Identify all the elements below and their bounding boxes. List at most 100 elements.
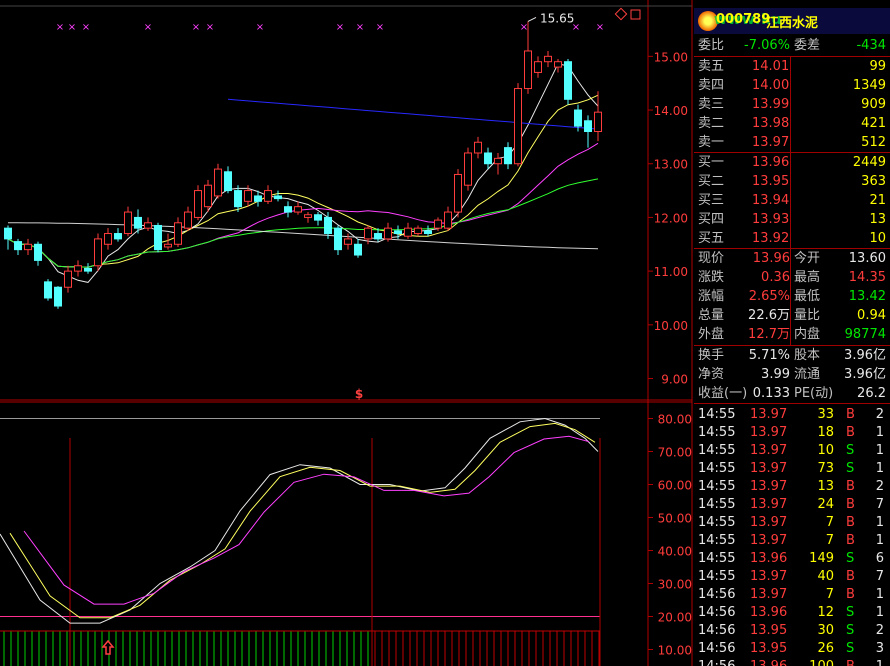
stat-label: 量比	[794, 308, 821, 323]
candle-body	[494, 157, 502, 165]
finance-row[interactable]: 换手 5.71% 股本 3.96亿	[694, 346, 890, 365]
stat-label: 现价	[698, 251, 725, 266]
candle-body	[344, 238, 352, 245]
price-tick-label: 14.00	[654, 104, 688, 118]
j-line	[23, 435, 590, 605]
tick-row[interactable]: 14:55 13.97 13 B 2	[694, 478, 884, 496]
tick-direction: B	[846, 533, 855, 548]
tick-time: 14:55	[698, 515, 736, 530]
tick-direction: B	[846, 587, 855, 602]
candle-body	[544, 55, 552, 63]
tick-row[interactable]: 14:55 13.97 10 S 1	[694, 442, 884, 460]
tick-row[interactable]: 14:56 13.95 30 S 2	[694, 622, 884, 640]
tick-count: 1	[875, 533, 884, 548]
candle-body	[334, 227, 342, 251]
candle-body	[524, 50, 532, 90]
candle-body	[394, 230, 402, 235]
finance-label: 流通	[794, 367, 821, 382]
tick-count: 2	[875, 623, 884, 638]
bid-row[interactable]: 买四 13.93 13	[694, 210, 890, 229]
tick-row[interactable]: 14:55 13.97 18 B 1	[694, 424, 884, 442]
ask-price: 13.98	[752, 116, 790, 131]
d-line	[9, 422, 596, 619]
candle-body	[574, 109, 582, 127]
ask-row[interactable]: 卖五 14.01 99	[694, 57, 890, 76]
ask-row[interactable]: 卖三 13.99 909	[694, 95, 890, 114]
ask-row[interactable]: 卖二 13.98 421	[694, 114, 890, 133]
stat-row[interactable]: 涨幅 2.65% 最低 13.42	[694, 287, 890, 306]
tick-row[interactable]: 14:55 13.97 33 B 2	[694, 406, 884, 424]
stat-row[interactable]: 外盘 12.7万 内盘 98774	[694, 325, 890, 344]
tick-row[interactable]: 14:55 13.97 7 B 1	[694, 532, 884, 550]
tick-volume: 18	[817, 425, 834, 440]
bid-row[interactable]: 买三 13.94 21	[694, 191, 890, 210]
candle-body	[564, 61, 572, 100]
stat-row[interactable]: 涨跌 0.36 最高 14.35	[694, 268, 890, 287]
bid-volume: 10	[869, 231, 886, 246]
tick-count: 7	[875, 497, 884, 512]
candle-body	[164, 243, 172, 248]
tick-count: 3	[875, 641, 884, 656]
wb-value: -7.06%	[744, 38, 790, 53]
chart-area[interactable]: × × × × × × × × × × × × ×15.65$ 15.0014.0013.0012.00…	[0, 0, 694, 666]
candle-body	[4, 227, 12, 240]
signal-cross-icon: ×	[144, 22, 152, 33]
ask-row[interactable]: 卖一 13.97 512	[694, 133, 890, 152]
price-tick-label: 13.00	[654, 158, 688, 172]
bid-row[interactable]: 买五 13.92 10	[694, 229, 890, 248]
stock-name[interactable]: 江西水泥	[766, 16, 819, 31]
candle-body	[454, 173, 462, 213]
signal-cross-icon: ×	[68, 22, 76, 33]
finance-value: 3.99	[761, 367, 790, 382]
high-pointer	[527, 16, 537, 22]
candle-body	[104, 233, 112, 245]
tick-row[interactable]: 14:55 13.96 149 S 6	[694, 550, 884, 568]
candle-body	[264, 190, 272, 202]
tick-row[interactable]: 14:56 13.96 12 S 1	[694, 604, 884, 622]
k-line	[0, 417, 599, 624]
ma120-line	[8, 222, 599, 250]
tick-volume: 10	[817, 443, 834, 458]
price-tick-label: 15.00	[654, 50, 688, 64]
tick-price: 13.97	[750, 515, 788, 530]
finance-row[interactable]: 净资 3.99 流通 3.96亿	[694, 365, 890, 384]
stat-row[interactable]: 总量 22.6万 量比 0.94	[694, 306, 890, 325]
tick-price: 13.97	[750, 425, 788, 440]
bid-price: 13.94	[752, 193, 790, 208]
tick-row[interactable]: 14:55 13.97 7 B 1	[694, 514, 884, 532]
tick-row[interactable]: 14:56 13.97 7 B 1	[694, 586, 884, 604]
stat-row[interactable]: 现价 13.96 今开 13.60	[694, 249, 890, 268]
candle-body	[204, 184, 212, 208]
candle-body	[414, 227, 422, 235]
stock-code[interactable]: 000789	[716, 12, 771, 27]
finance-label: 收益(一)	[698, 386, 748, 401]
tick-price: 13.96	[750, 551, 788, 566]
candle-body	[324, 216, 332, 235]
tick-row[interactable]: 14:56 13.96 100 B 1	[694, 658, 884, 666]
tick-price: 13.96	[750, 605, 788, 620]
bid-row[interactable]: 买一 13.96 2449	[694, 153, 890, 172]
tick-time: 14:56	[698, 605, 736, 620]
tick-direction: B	[846, 515, 855, 530]
tick-row[interactable]: 14:55 13.97 73 S 1	[694, 460, 884, 478]
tick-row[interactable]: 14:55 13.97 40 B 7	[694, 568, 884, 586]
candle-body	[114, 233, 122, 240]
stat-label: 最高	[794, 270, 821, 285]
tick-count: 1	[875, 425, 884, 440]
finance-label: PE(动)	[794, 386, 834, 401]
tick-volume: 7	[825, 515, 834, 530]
tick-volume: 13	[817, 479, 834, 494]
signal-cross-icon: ×	[572, 22, 580, 33]
finance-row[interactable]: 收益(一) 0.133 PE(动) 26.2	[694, 384, 890, 403]
tick-price: 13.95	[750, 641, 788, 656]
candle-body	[554, 61, 562, 68]
ask-row[interactable]: 卖四 14.00 1349	[694, 76, 890, 95]
osc-tick-label: 50.00	[658, 512, 692, 526]
bid-row[interactable]: 买二 13.95 363	[694, 172, 890, 191]
tick-volume: 26	[817, 641, 834, 656]
tick-row[interactable]: 14:56 13.95 26 S 3	[694, 640, 884, 658]
tick-direction: B	[846, 425, 855, 440]
candle-body	[484, 152, 492, 165]
tick-row[interactable]: 14:55 13.97 24 B 7	[694, 496, 884, 514]
tick-direction: B	[846, 658, 855, 666]
